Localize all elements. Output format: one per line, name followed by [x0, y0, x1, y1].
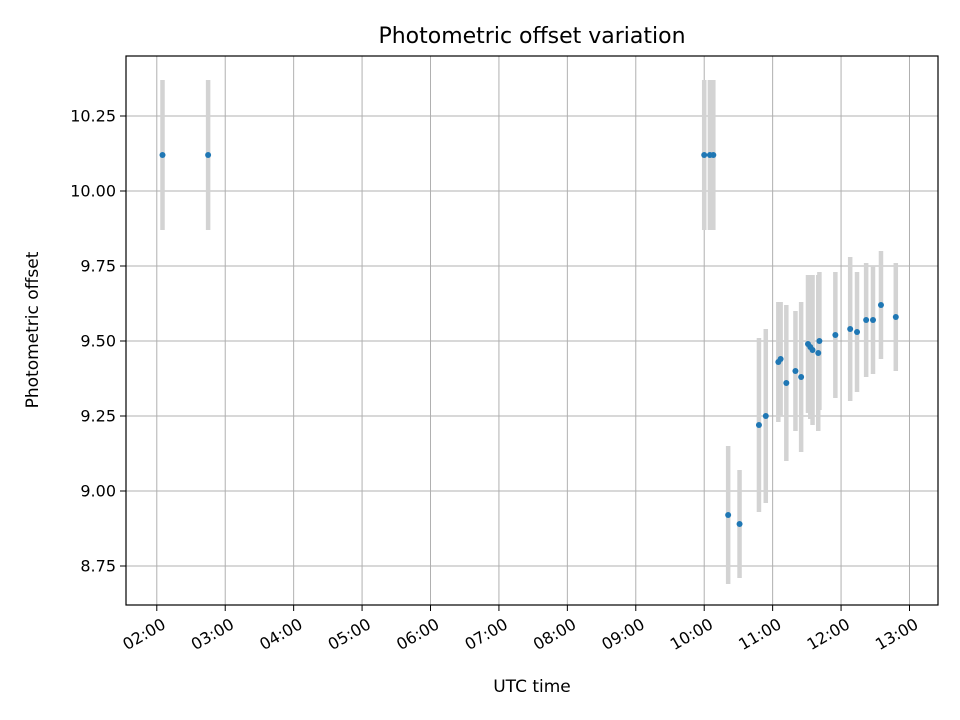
plot-area [125, 55, 939, 606]
grid [126, 56, 938, 605]
data-point [869, 317, 876, 323]
data-point [832, 332, 839, 338]
y-tick-label: 10.00 [70, 182, 116, 201]
data-point [205, 152, 212, 158]
data-point [847, 326, 854, 332]
data-point [736, 521, 743, 527]
data-point [798, 374, 805, 380]
data-point [877, 302, 884, 308]
data-point [854, 329, 861, 335]
data-point [815, 350, 822, 356]
y-tick-label: 8.75 [80, 557, 116, 576]
x-axis-label: UTC time [493, 677, 571, 697]
chart-title: Photometric offset variation [378, 24, 685, 49]
data-point [783, 380, 790, 386]
data-point [710, 152, 717, 158]
data-point [159, 152, 166, 158]
data-point [755, 422, 762, 428]
data-point [725, 512, 732, 518]
data-point [816, 338, 823, 344]
data-point [863, 317, 870, 323]
data-point [777, 356, 784, 362]
y-tick-label: 9.75 [80, 257, 116, 276]
data-point [701, 152, 708, 158]
data-point [792, 368, 799, 374]
y-tick-label: 9.25 [80, 407, 116, 426]
y-tick-label: 9.00 [80, 482, 116, 501]
data-point [892, 314, 899, 320]
y-tick-label: 9.50 [80, 332, 116, 351]
data-point [762, 413, 769, 419]
y-axis: 8.75 9.00 9.25 9.50 9.75 10.00 10.25 [70, 107, 126, 576]
y-tick-label: 10.25 [70, 107, 116, 126]
y-axis-label: Photometric offset [23, 251, 43, 408]
data-point [809, 347, 816, 353]
data-points [159, 152, 899, 527]
